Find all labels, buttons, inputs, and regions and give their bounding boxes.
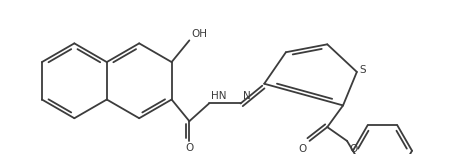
Text: O: O bbox=[185, 143, 194, 153]
Text: OH: OH bbox=[191, 29, 207, 39]
Text: S: S bbox=[360, 65, 366, 75]
Text: O: O bbox=[349, 144, 357, 154]
Text: N: N bbox=[243, 91, 250, 102]
Text: O: O bbox=[298, 144, 307, 154]
Text: HN: HN bbox=[211, 91, 226, 102]
